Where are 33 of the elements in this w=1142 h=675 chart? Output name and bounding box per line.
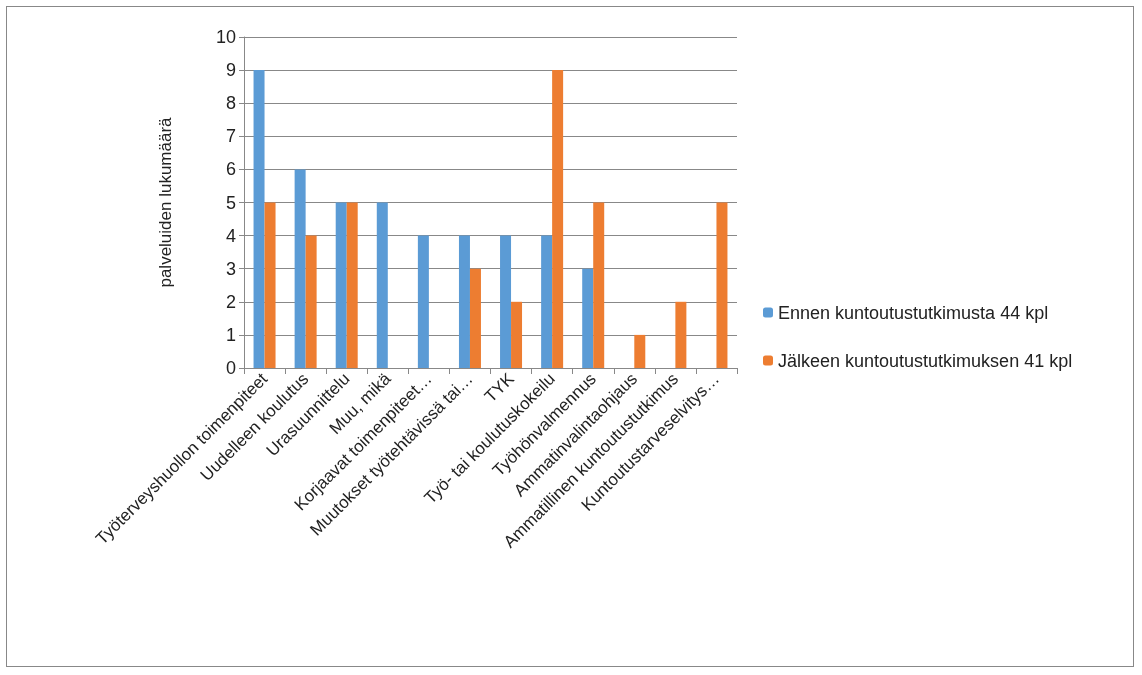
legend-label: Ennen kuntoutustutkimusta 44 kpl [778, 302, 1049, 323]
y-tick-label: 7 [225, 126, 236, 147]
bar [458, 235, 470, 368]
bar [305, 235, 317, 368]
bar [469, 268, 481, 368]
bar [582, 268, 594, 368]
y-axis-title: palveluiden lukumäärä [156, 116, 175, 288]
bar [335, 202, 347, 368]
y-tick-label: 2 [225, 291, 236, 312]
legend-label: Jälkeen kuntoutustutkimuksen 41 kpl [778, 350, 1073, 371]
bar [346, 202, 358, 368]
bar [541, 235, 553, 368]
bar [511, 301, 523, 368]
y-tick-label: 1 [225, 324, 236, 345]
bar [376, 202, 388, 368]
y-tick-label: 8 [225, 93, 236, 114]
y-tick-label: 9 [225, 60, 236, 81]
bar [552, 70, 564, 368]
bar [253, 70, 265, 368]
bar [675, 301, 687, 368]
bar [716, 202, 728, 368]
y-tick-label: 4 [225, 225, 236, 246]
bar [593, 202, 605, 368]
bar [634, 334, 646, 368]
y-tick-label: 6 [225, 159, 236, 180]
y-tick-label: 3 [225, 258, 236, 279]
bar [500, 235, 512, 368]
bar [417, 235, 429, 368]
bar [264, 202, 276, 368]
y-tick-label: 5 [225, 192, 236, 213]
y-tick-label: 0 [225, 358, 236, 378]
bar [294, 169, 306, 368]
y-tick-label: 10 [215, 27, 236, 47]
